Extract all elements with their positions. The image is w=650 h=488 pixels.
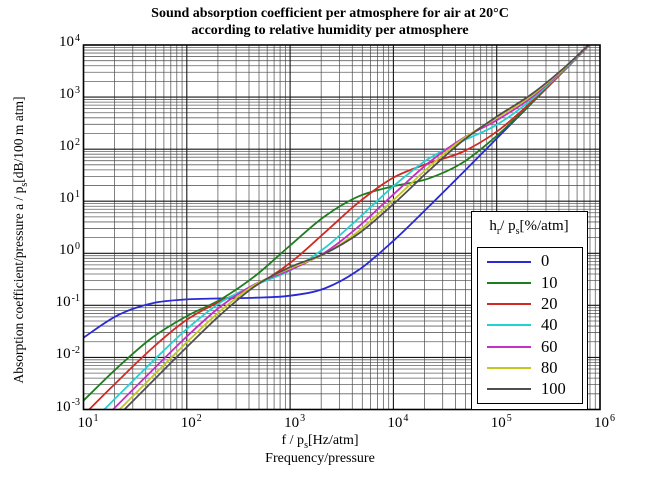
curves — [83, 45, 591, 410]
y-tick: 100 — [59, 240, 80, 259]
chart-title-line1: Sound absorption coefficient per atmosph… — [151, 6, 509, 21]
grid — [82, 44, 601, 411]
curve-hr-40 — [102, 45, 591, 410]
x-tick: 103 — [284, 413, 306, 431]
x-axis-label: f / ps[Hz/atm] — [281, 433, 359, 451]
axes-border — [82, 44, 601, 411]
x-tick: 105 — [490, 413, 512, 431]
legend-entry-label: 100 — [541, 379, 566, 399]
y-tick: 10-3 — [55, 397, 80, 415]
legend-color-line — [487, 324, 531, 327]
legend-entry: 80 — [478, 358, 582, 378]
legend-entry-label: 40 — [541, 315, 558, 335]
y-tick: 101 — [59, 188, 80, 207]
legend-entry: 20 — [478, 294, 582, 314]
legend-color-line — [487, 281, 531, 284]
legend-entry-label: 80 — [541, 357, 558, 377]
y-axis-label: Absorption coefficient/pressure a / ps[d… — [11, 96, 30, 384]
chart-title-line2: according to relative humidity per atmos… — [191, 23, 469, 38]
legend-entry: 10 — [478, 273, 582, 293]
legend-color-line — [487, 388, 531, 391]
legend-entry-label: 60 — [541, 336, 558, 356]
legend-color-line — [487, 367, 531, 370]
legend-color-line — [487, 303, 531, 306]
y-tick: 10-1 — [55, 292, 80, 311]
y-tick: 102 — [59, 136, 80, 155]
legend-entry: 40 — [478, 315, 582, 335]
curve-hr-20 — [87, 45, 591, 410]
curve-hr-100 — [123, 45, 590, 410]
legend-entry-label: 0 — [541, 251, 550, 271]
legend-color-line — [487, 260, 531, 263]
y-tick: 10-2 — [55, 344, 80, 363]
y-tick: 104 — [59, 32, 80, 51]
legend-entry: 0 — [478, 252, 582, 272]
legend-color-line — [487, 345, 531, 348]
curve-hr-10 — [83, 45, 591, 402]
legend-title: hr/ ps[%/atm] — [489, 218, 569, 237]
legend-entries: 0 10 20 40 60 80 100 — [477, 247, 583, 404]
curve-hr-60 — [111, 45, 591, 410]
legend-entry-label: 10 — [541, 272, 558, 292]
y-tick: 103 — [59, 84, 80, 103]
x-tick: 106 — [594, 413, 615, 431]
x-tick: 101 — [77, 413, 99, 431]
legend-entry-label: 20 — [541, 293, 558, 313]
x-axis-label-line2: Frequency/pressure — [265, 451, 375, 466]
legend-entry: 60 — [478, 337, 582, 357]
legend-entry: 100 — [478, 379, 582, 399]
curve-hr-80 — [118, 45, 591, 410]
x-tick: 102 — [180, 413, 202, 431]
x-tick: 104 — [387, 413, 409, 431]
